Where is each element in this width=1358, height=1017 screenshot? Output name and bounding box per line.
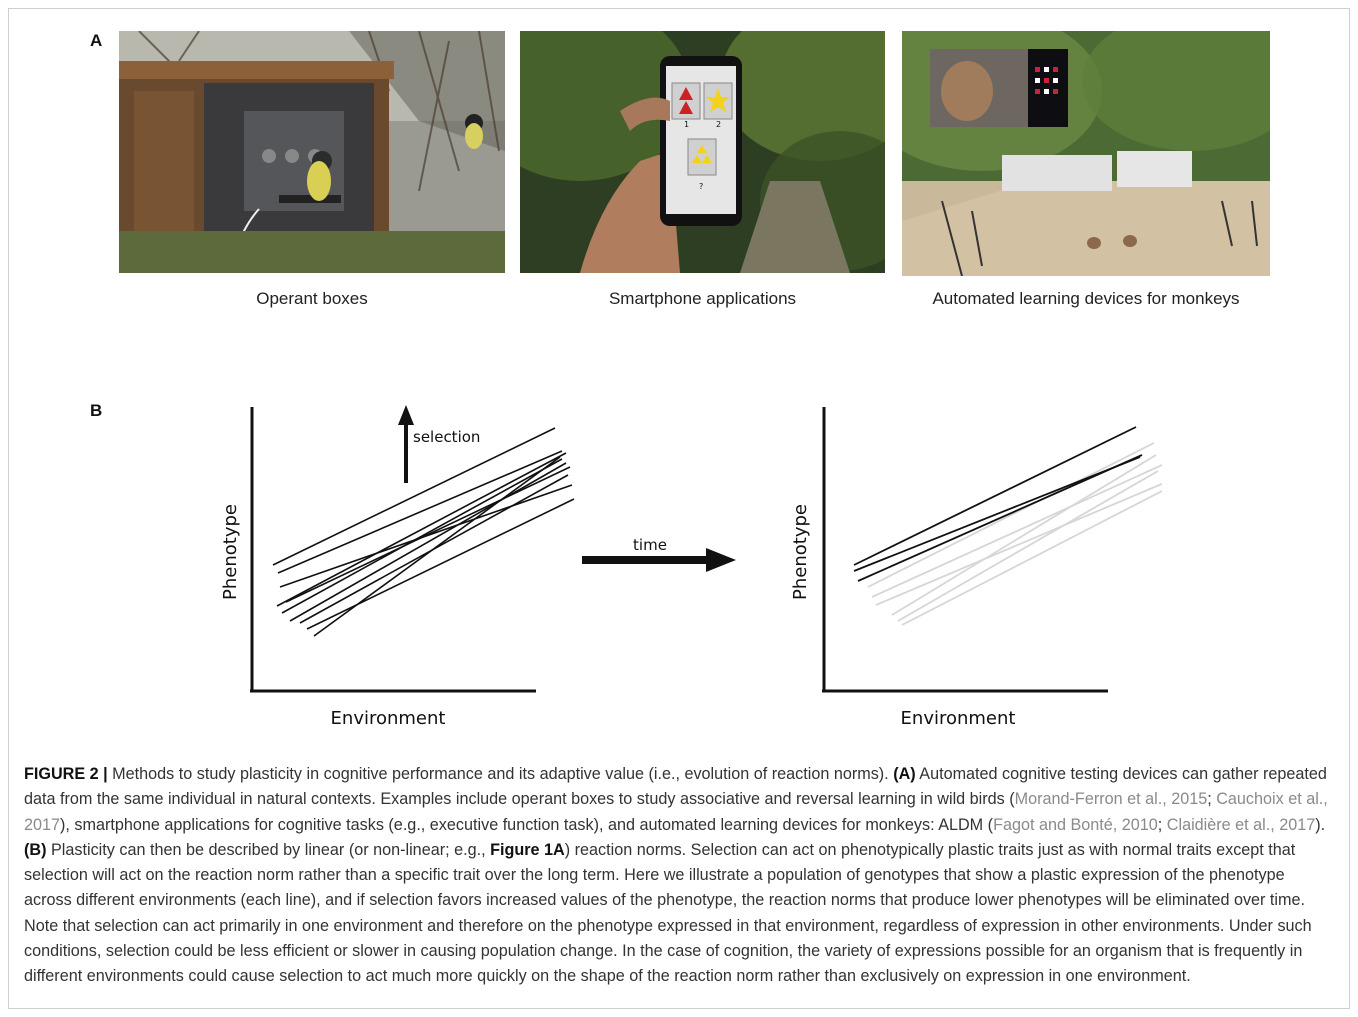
caption-panel-a-tag: (A) [893,765,916,783]
faded-norm-line [897,470,1159,622]
phone-label-1: 1 [684,120,689,129]
faded-norm-line [901,490,1162,626]
y-axis-title: Phenotype [220,504,241,600]
operant-box-photo [119,31,505,273]
norm-line [299,474,569,624]
figure-1a-link[interactable]: Figure 1A [490,840,565,859]
caption-text: ), smartphone applications for cognitive… [60,815,994,834]
faded-norm-line [875,482,1162,606]
panel-a-label: A [90,31,103,50]
time-arrow-head [706,548,736,572]
norm-line [272,427,556,566]
reference-link[interactable]: Cauchoix et al., 2017 [24,790,1328,834]
faded-norm-line [871,464,1162,598]
faded-norm-line [867,442,1155,588]
norm-line [853,426,1137,566]
figure-frame [8,8,1350,1009]
reference-link[interactable]: Fagot and Bonté, 2010 [993,815,1158,834]
figure-caption: FIGURE 2 | Methods to study plasticity i… [24,762,1334,990]
norm-line [281,458,563,614]
faded-norm-line [891,454,1157,616]
norm-line [277,450,563,574]
surviving-norm-lines [853,426,1143,582]
caption-text: Plasticity can then be described by line… [46,840,491,859]
smartphone-applications-caption: Smartphone applications [608,289,797,308]
panel-b-label: B [90,401,103,420]
reaction-norm-lines [272,427,575,637]
caption-text: ; [1207,790,1217,809]
caption-text: Methods to study plasticity in cognitive… [107,765,894,783]
time-label: time [633,536,667,554]
selection-annotation: selection [413,428,480,446]
phone-label-question: ? [699,182,703,191]
caption-panel-b-tag: (B) [24,840,47,859]
y-axis-title: Phenotype [790,504,811,600]
reaction-norm-plot-before: selection Environment Phenotype [220,405,575,729]
caption-text: Automated cognitive testing devices can … [24,765,1327,809]
caption-text: ; [1157,815,1167,834]
norm-line [306,498,575,630]
norm-line [276,452,567,607]
norm-line [289,462,567,622]
monkey-enclosure-photo [902,31,1270,276]
reference-link[interactable]: Claidière et al., 2017 [1166,815,1316,834]
norm-line [285,466,571,603]
norm-line [853,456,1141,572]
reaction-norm-plot-after: Environment Phenotype [790,407,1162,729]
x-axis-title: Environment [331,708,446,729]
x-axis-title: Environment [901,708,1016,729]
selection-arrow-head [398,405,414,425]
figure-label: FIGURE 2 | [24,765,108,783]
operant-boxes-caption: Operant boxes [256,289,368,308]
phone-label-2: 2 [716,120,721,129]
eliminated-norm-lines [867,442,1162,626]
monkey-devices-caption: Automated learning devices for monkeys [932,289,1240,308]
time-arrow: time [582,536,736,572]
caption-text: ) reaction norms. Selection can act on p… [24,840,1312,986]
smartphone-photo: 1 2 ? [520,31,885,273]
time-arrow-shaft [582,556,710,564]
reference-link[interactable]: Morand-Ferron et al., 2015 [1014,790,1208,809]
caption-text: ). [1315,815,1326,834]
